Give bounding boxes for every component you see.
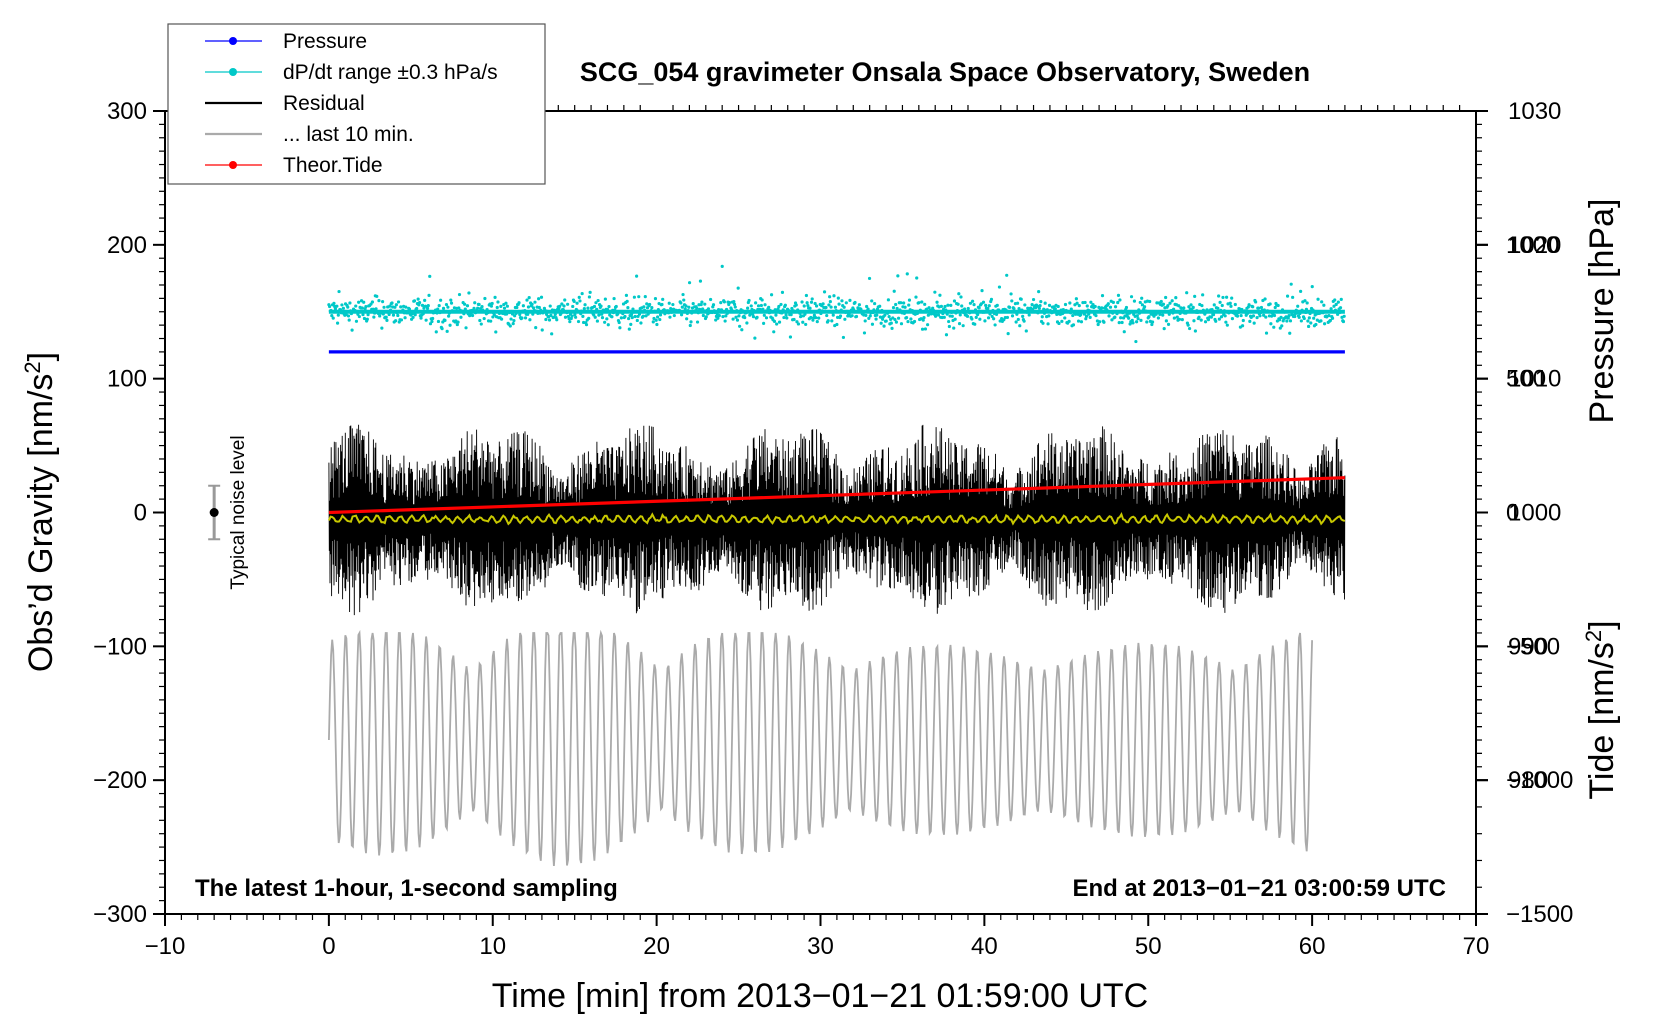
tide-tick-label: −1500 [1506, 901, 1573, 928]
pressure-tick-label: 980 [1508, 767, 1548, 794]
y-axis-title-left: Obs’d Gravity [nm/s2] [20, 352, 60, 672]
x-tick-label: 20 [643, 933, 670, 960]
dpdt-points [327, 264, 1346, 344]
legend-label: Residual [283, 92, 365, 115]
legend-swatch-dot [229, 68, 237, 76]
x-tick-label: −10 [145, 933, 186, 960]
residual-series [328, 424, 1346, 616]
y-left-tick-label: 200 [107, 232, 147, 259]
pressure-tick-label: 1000 [1508, 500, 1561, 527]
noise-level-indicator: Typical noise level [208, 435, 249, 590]
tide-tick-label: 1000 [1506, 232, 1559, 259]
noise-label: Typical noise level [228, 435, 249, 589]
tide-title-main: Tide [nm/s [1583, 642, 1621, 799]
pressure-tick-label: 1010 [1508, 366, 1561, 393]
x-tick-label: 60 [1299, 933, 1326, 960]
annotation-right: End at 2013−01−21 03:00:59 UTC [1072, 875, 1446, 902]
tide-title-sup: 2 [1581, 630, 1606, 642]
dpdt-series [327, 264, 1346, 344]
legend-label: Pressure [283, 30, 367, 53]
y-left-tick-label: 100 [107, 366, 147, 393]
legend-label: dP/dt range ±0.3 hPa/s [283, 61, 498, 84]
x-tick-label: 50 [1135, 933, 1162, 960]
legend: Pressure dP/dt range ±0.3 hPa/s Residual..… [167, 23, 546, 185]
y-left-tick-label: 300 [107, 98, 147, 125]
x-tick-label: 70 [1463, 933, 1490, 960]
y-left-title-main: Obs’d Gravity [nm/s [22, 374, 60, 673]
pressure-tick-label: 1030 [1508, 98, 1561, 125]
tide-tick-label: −500 [1506, 633, 1560, 660]
chart-title: SCG_054 gravimeter Onsala Space Observat… [580, 57, 1310, 87]
tick-labels: −10 0 10 20 30 40 50 60 70−300−200−1000100200300… [93, 98, 1573, 960]
residual-smoothed-series [327, 511, 1346, 526]
pressure-tick-label: 990 [1508, 633, 1548, 660]
x-tick-label: 0 [322, 933, 335, 960]
noise-center-dot [209, 508, 219, 517]
annotation-left: The latest 1-hour, 1-second sampling [195, 875, 618, 902]
y-left-tick-label: 0 [134, 500, 147, 527]
y-axis-title-tide: Tide [nm/s2] [1581, 620, 1621, 799]
last-10-min-series [328, 629, 1313, 866]
tide-tick-label: 500 [1506, 366, 1546, 393]
x-tick-label: 10 [479, 933, 506, 960]
x-tick-label: 40 [971, 933, 998, 960]
y-left-title-close: ] [22, 352, 60, 361]
pressure-tick-label: 1020 [1508, 232, 1561, 259]
tide-title-close: ] [1583, 620, 1621, 629]
y-axis-title-pressure: Pressure [hPa] [1583, 199, 1621, 424]
tide-tick-label: 0 [1506, 500, 1519, 527]
y-left-title-sup: 2 [20, 361, 45, 373]
x-tick-label: 30 [807, 933, 834, 960]
series-group [327, 264, 1346, 866]
legend-swatch-dot [229, 37, 237, 45]
tide-tick-label: −1000 [1506, 767, 1573, 794]
y-left-tick-label: −300 [93, 901, 147, 928]
y-left-tick-label: −200 [93, 767, 147, 794]
legend-label: ... last 10 min. [283, 123, 414, 146]
legend-label: Theor.Tide [283, 154, 383, 177]
major-ticks [153, 110, 1488, 926]
y-left-tick-label: −100 [93, 633, 147, 660]
legend-items: Pressure dP/dt range ±0.3 hPa/s Residual..… [205, 30, 498, 177]
x-axis-title: Time [min] from 2013−01−21 01:59:00 UTC [492, 977, 1148, 1015]
legend-swatch-dot [229, 161, 237, 169]
theor-tide-series [328, 476, 1345, 515]
